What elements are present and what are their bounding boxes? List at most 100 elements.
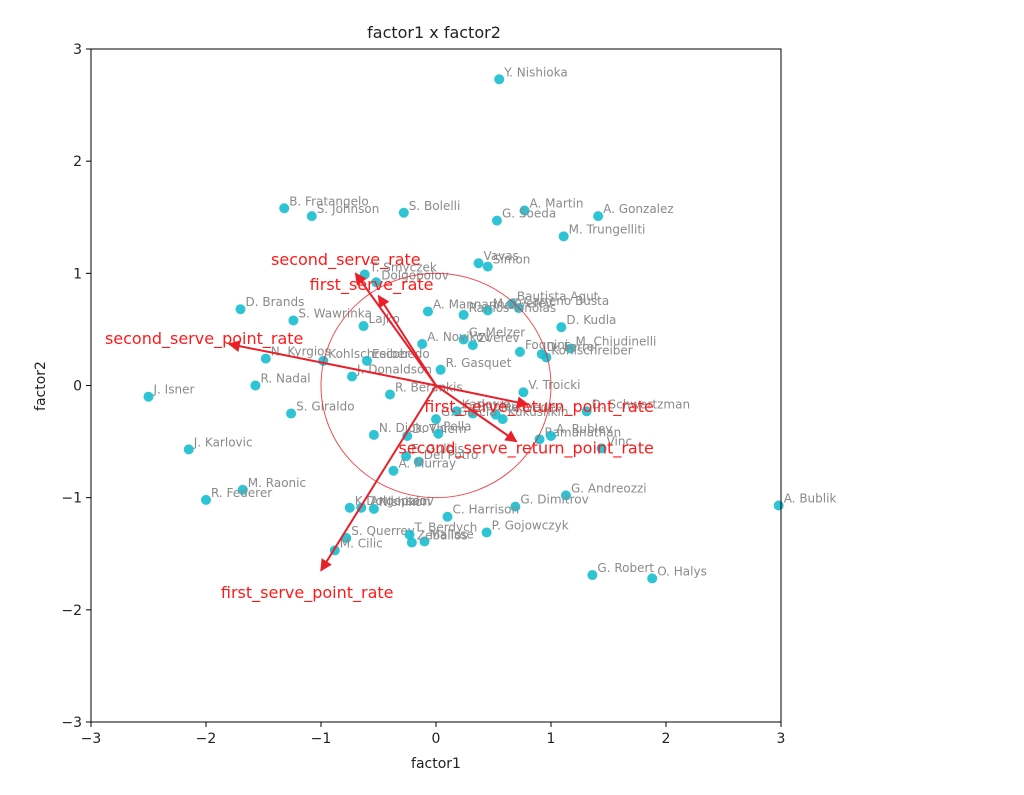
point-label: S. Querrey [351,524,415,538]
data-point [406,537,417,548]
data-point [560,490,571,501]
data-point [250,380,261,391]
point-label: G. Soeda [502,207,556,221]
data-point [534,434,545,445]
point-label: Rublev [478,400,519,414]
data-point [497,414,508,425]
loading-label: first_serve_rate [310,275,434,295]
x-tick-label: −3 [81,731,102,747]
data-point [368,503,379,514]
data-point [279,203,290,214]
data-point [581,406,592,417]
data-point [368,429,379,440]
loading-label: first_serve_point_rate [221,583,394,603]
point-label: Simon [493,253,531,267]
data-point [347,371,358,382]
data-point [519,205,530,216]
data-point [491,215,502,226]
loading-arrow [435,384,518,443]
data-point [235,304,246,315]
data-point [183,444,194,455]
point-label: A. Murray [398,457,456,471]
x-axis-label: factor1 [411,756,461,772]
data-point [398,207,409,218]
data-point [417,338,428,349]
y-axis-label: factor2 [33,361,49,411]
point-label: G. Garcia [441,405,497,419]
data-point [541,352,552,363]
point-label: P. Gojowczyk [492,518,569,532]
data-point [482,261,493,272]
y-tick-label: 3 [73,42,82,58]
loading-arrow [435,384,530,409]
point-label: Nishikori [379,495,431,509]
x-tick-label: −2 [196,731,217,747]
point-label: M. Trungelliti [569,222,646,236]
data-point [593,211,604,222]
y-tick-label: −2 [61,603,82,619]
loading-label: second_serve_point_rate [105,329,303,349]
point-label: Kukushkin [508,405,569,419]
point-label: A. Bublik [784,492,837,506]
point-label: Zeballos [417,529,468,543]
data-point [647,573,658,584]
point-label: Y. Nishioka [503,65,567,79]
data-point [467,408,478,419]
data-point [458,334,469,345]
data-point [385,389,395,400]
data-point [442,511,453,522]
data-point [473,258,484,269]
data-point [288,315,299,326]
data-point [510,501,521,512]
point-label: Bautista Agut [517,290,599,304]
data-point [514,346,525,357]
loading-label: second_serve_return_point_rate [398,438,653,458]
point-label: Karlovic [462,397,510,411]
x-tick-label: 3 [777,731,786,747]
loading-arrow [377,294,437,387]
data-point [494,74,505,85]
point-label: R. Berankis [395,380,463,394]
data-point [201,494,211,505]
point-label: Kohlschreiber [328,347,409,361]
data-point [546,430,556,441]
point-label: Kohlschreiber [551,343,632,357]
data-point [558,231,569,242]
point-label: Carreno Busta [524,294,609,308]
y-tick-label: −1 [61,491,82,507]
data-point [404,529,415,540]
point-label: R. Nadal [260,372,310,386]
y-tick-label: 0 [73,379,82,395]
point-label: S. Wawrinka [298,306,371,320]
point-label: D. Schwartzman [592,397,690,411]
x-tick-label: 2 [662,731,671,747]
x-tick-label: 1 [547,731,556,747]
point-label: Escobedo [372,347,430,361]
x-tick-label: 0 [432,731,441,747]
data-point [413,456,424,467]
data-point [773,500,784,511]
point-label: Fognini [525,338,568,352]
point-label: S. Johnson [317,202,380,216]
point-label: Ramos-Vinolas [469,301,557,315]
y-tick-label: 1 [73,266,82,282]
point-label: M. Zverev [493,296,553,310]
data-point [458,309,469,320]
data-point [260,353,271,364]
loading-label: second_serve_rate [271,250,421,270]
point-label: E. Gulbis [411,442,464,456]
point-label: Ramanathan [545,425,622,439]
point-label: D. Ferrer [547,340,599,354]
chart-title: factor1 x factor2 [367,23,501,42]
point-label: O. Halys [657,564,707,578]
point-label: Zverev [478,331,520,345]
loading-arrow [227,340,437,387]
point-label: Pella [443,420,471,434]
point-label: A. Martin [530,197,584,211]
data-point [422,306,433,317]
point-label: V. Troicki [528,378,580,392]
axis-ticks: −3 −2 −1 0 1 2 3 −3 −2 −1 0 1 2 3 [61,42,785,747]
data-point [237,484,248,495]
